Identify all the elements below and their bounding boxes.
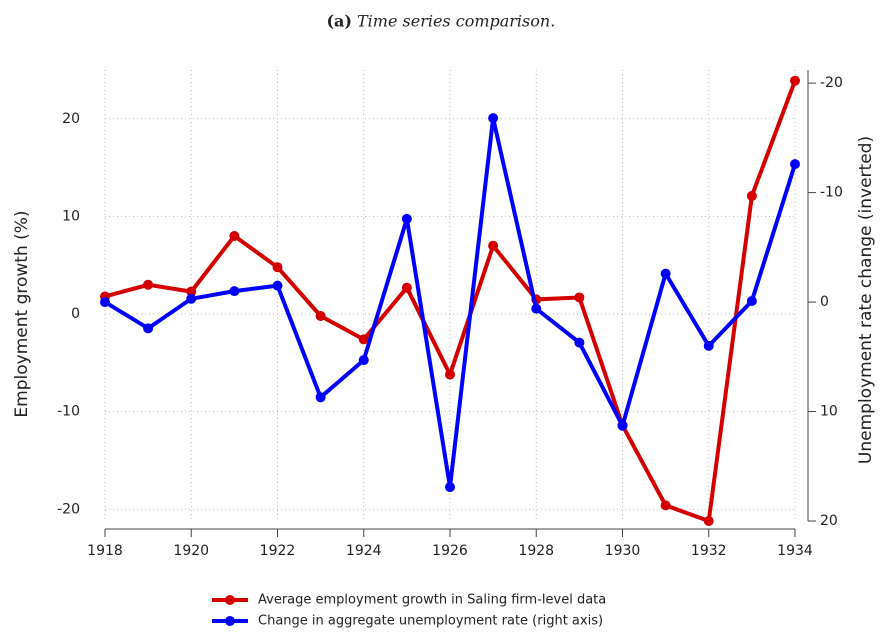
legend-marker [225, 616, 235, 626]
chart-title: Time series comparison. [357, 12, 555, 31]
x-tick-label: 1926 [432, 543, 468, 559]
data-point [358, 355, 369, 366]
data-point [790, 75, 800, 86]
data-point [315, 311, 326, 321]
data-point [272, 280, 283, 291]
x-tick-label: 1932 [691, 543, 727, 559]
y-tick-label: 0 [71, 306, 80, 322]
legend-marker [225, 595, 235, 605]
data-point [488, 240, 499, 251]
data-point [358, 334, 369, 345]
data-point [186, 293, 197, 304]
panel-label: (a) [326, 12, 352, 31]
data-point [660, 268, 671, 279]
x-tick-label: 1920 [173, 543, 209, 559]
data-point [488, 113, 499, 124]
data-point [617, 420, 628, 431]
data-point [229, 286, 240, 297]
data-point [703, 340, 714, 351]
data-point [272, 262, 283, 273]
data-point [703, 516, 714, 526]
x-tick-label: 1918 [87, 543, 123, 559]
y2-axis-label: Unemployment rate change (inverted) [856, 136, 876, 464]
x-tick-label: 1924 [346, 543, 382, 559]
data-point [746, 190, 757, 201]
y-tick-label: -10 [57, 404, 80, 420]
legend-label: Average employment growth in Saling firm… [258, 593, 606, 608]
y2-tick-label: 0 [820, 294, 829, 310]
data-point [445, 482, 455, 493]
x-tick-label: 1934 [777, 543, 813, 559]
x-tick-label: 1928 [518, 543, 554, 559]
y2-tick-label: -10 [820, 185, 843, 201]
y-axis-label: Employment growth (%) [12, 210, 32, 417]
y2-tick-label: -20 [820, 75, 843, 91]
data-point [401, 213, 412, 224]
x-tick-label: 1922 [260, 543, 296, 559]
data-point [100, 297, 110, 308]
data-point [445, 369, 455, 380]
data-point [531, 303, 542, 314]
y-tick-label: 20 [62, 111, 80, 127]
data-point [229, 230, 240, 241]
data-point [790, 159, 800, 170]
data-point [143, 279, 154, 290]
y2-tick-label: 10 [820, 404, 838, 420]
y-tick-label: -20 [57, 501, 80, 517]
data-point [574, 292, 585, 303]
y-tick-label: 10 [62, 208, 80, 224]
data-point [401, 282, 412, 293]
data-point [315, 392, 326, 403]
data-point [143, 323, 154, 334]
data-point [186, 286, 197, 297]
data-point [746, 295, 757, 306]
legend-label: Change in aggregate unemployment rate (r… [258, 614, 603, 629]
y2-tick-label: 20 [820, 513, 838, 529]
data-point [574, 337, 585, 348]
x-tick-label: 1930 [605, 543, 641, 559]
data-point [660, 500, 671, 511]
